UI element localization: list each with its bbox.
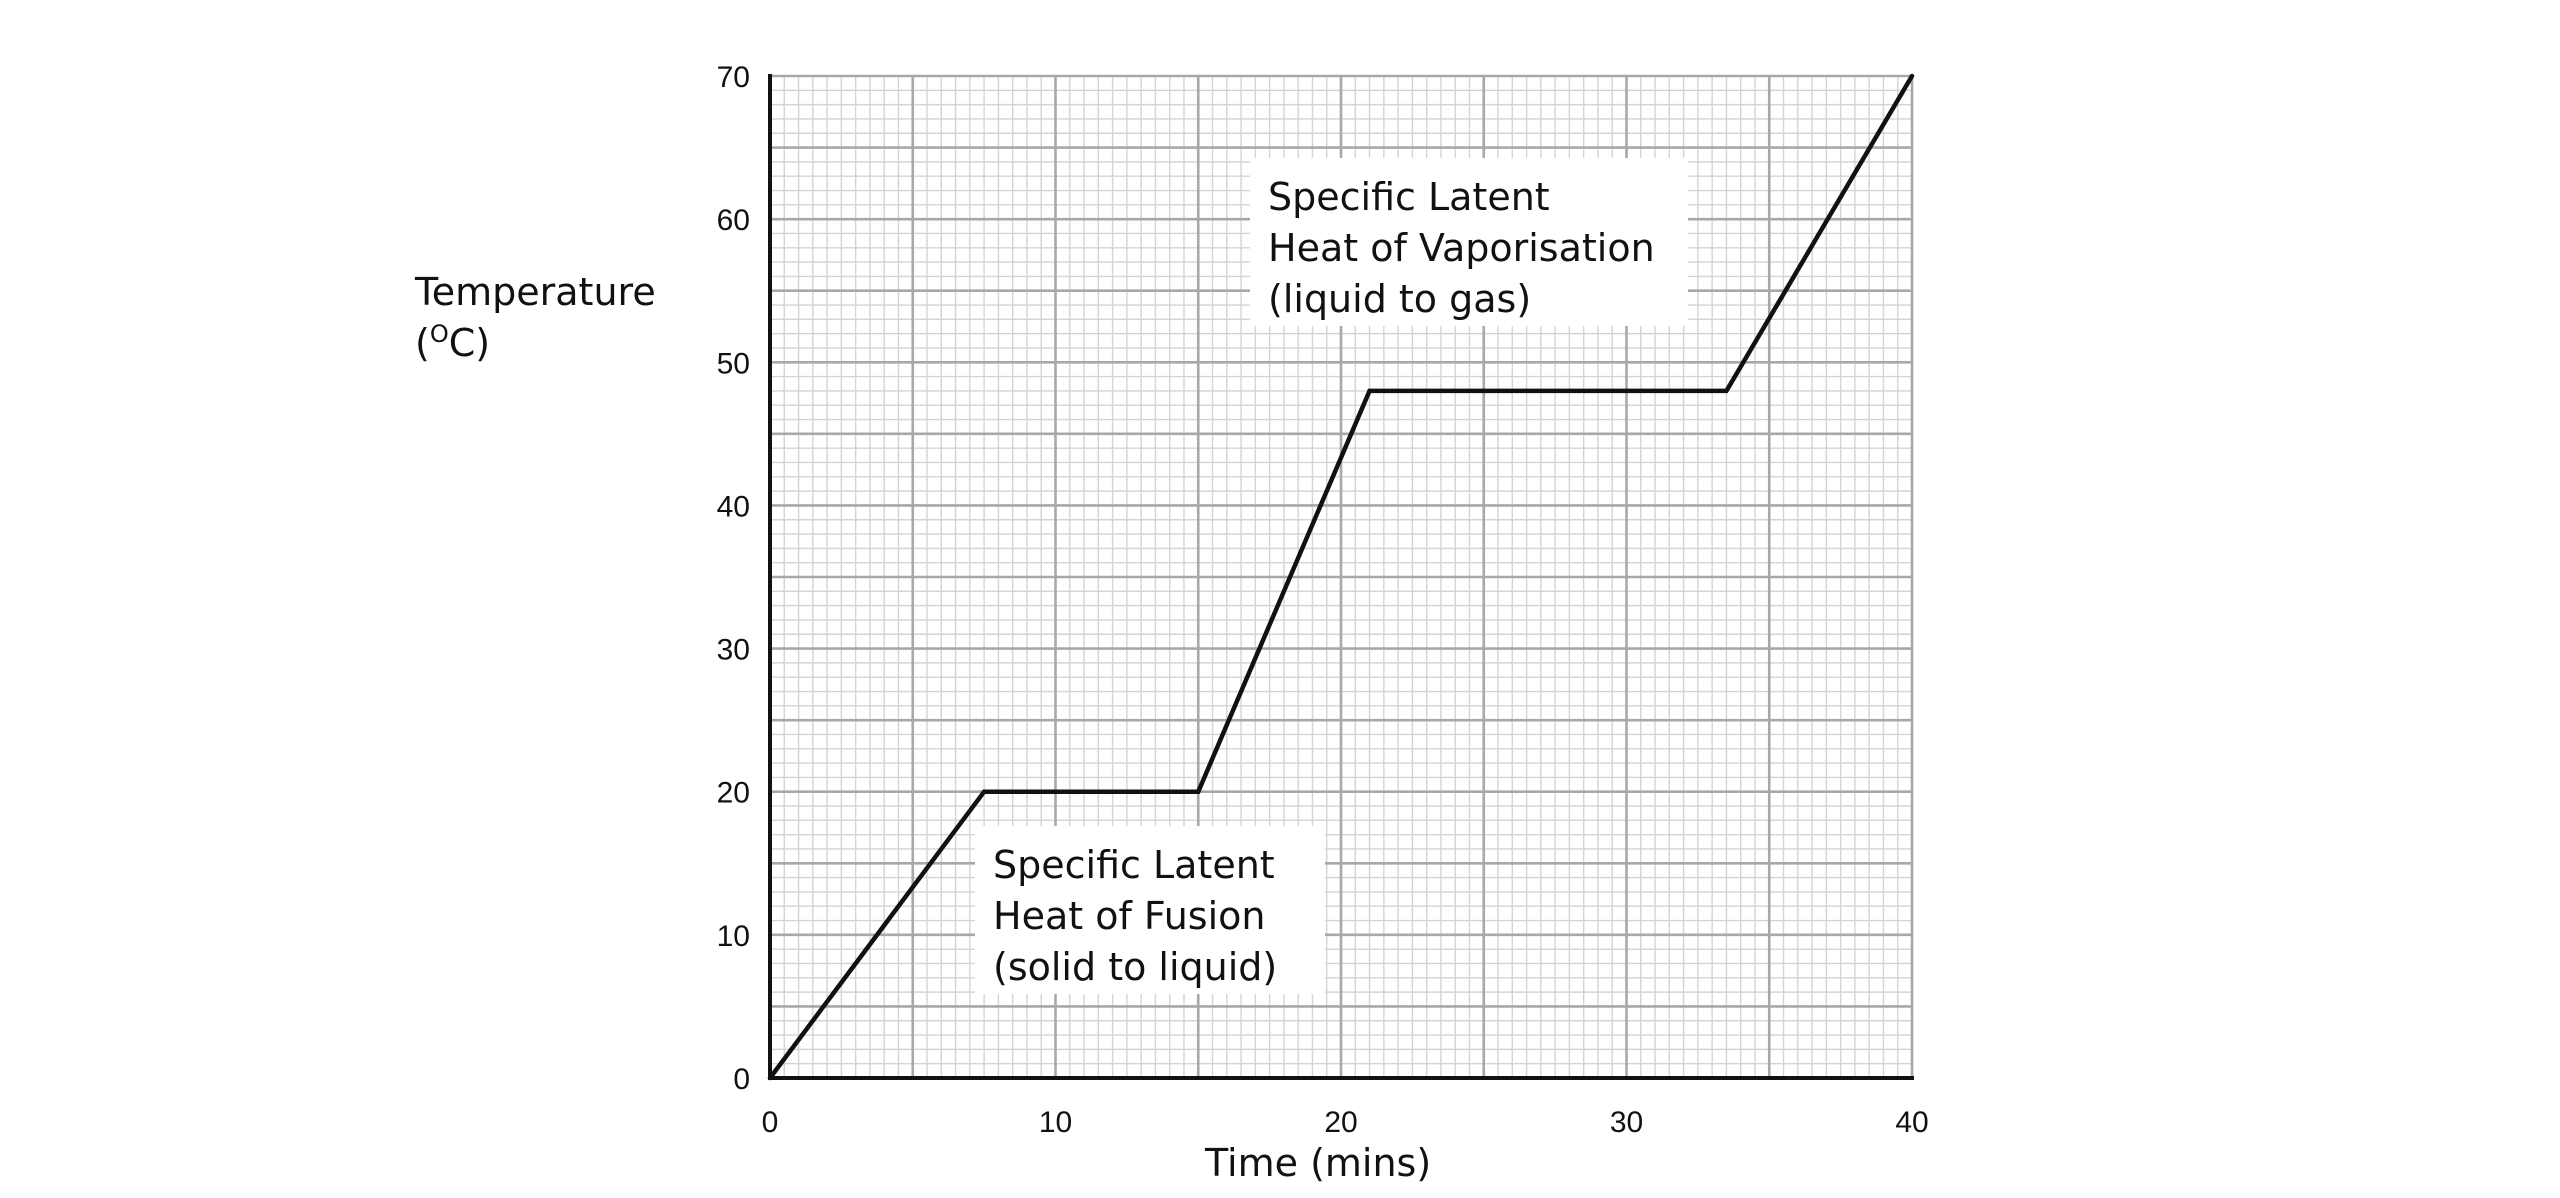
x-tick-label: 40 [1895,1106,1928,1139]
y-axis-label: Temperature (OC) [415,267,656,369]
y-axis-unit-open: ( [415,321,430,365]
annotation-fusion-line-2: Heat of Fusion [993,894,1266,938]
y-tick-label: 10 [717,920,750,953]
y-tick-label: 30 [717,634,750,667]
y-tick-label: 50 [717,347,750,380]
y-tick-label: 0 [733,1063,750,1096]
series-line-0 [767,73,1915,1081]
x-tick-label: 0 [762,1106,779,1139]
axes [768,74,1914,1080]
y-tick-label: 40 [717,490,750,523]
annotation-vaporisation-line-2: Heat of Vaporisation [1268,226,1655,270]
y-tick-label: 70 [717,61,750,94]
annotation-vaporisation: Specific Latent Heat of Vaporisation (li… [1250,158,1688,326]
y-tick-label: 60 [717,204,750,237]
annotation-fusion: Specific Latent Heat of Fusion (solid to… [975,826,1325,994]
x-tick-label: 20 [1324,1106,1357,1139]
y-tick-labels: 0 10 20 30 40 50 60 70 [717,61,750,1096]
annotation-fusion-line-3: (solid to liquid) [993,945,1278,989]
x-axis-label: Time (mins) [1205,1141,1432,1185]
y-axis-label-main: Temperature [415,270,656,314]
x-tick-labels: 0 10 20 30 40 [762,1106,1929,1139]
y-tick-label: 20 [717,777,750,810]
annotation-vaporisation-line-3: (liquid to gas) [1268,277,1532,321]
y-axis-unit-degree: O [429,320,449,348]
y-axis-unit-rest: C) [448,321,491,365]
y-axis-label-unit: (OC) [415,318,656,369]
x-tick-label: 10 [1039,1106,1072,1139]
annotation-vaporisation-line-1: Specific Latent [1268,175,1550,219]
series-group [767,73,1915,1081]
annotation-fusion-line-1: Specific Latent [993,843,1275,887]
x-tick-label: 30 [1610,1106,1643,1139]
